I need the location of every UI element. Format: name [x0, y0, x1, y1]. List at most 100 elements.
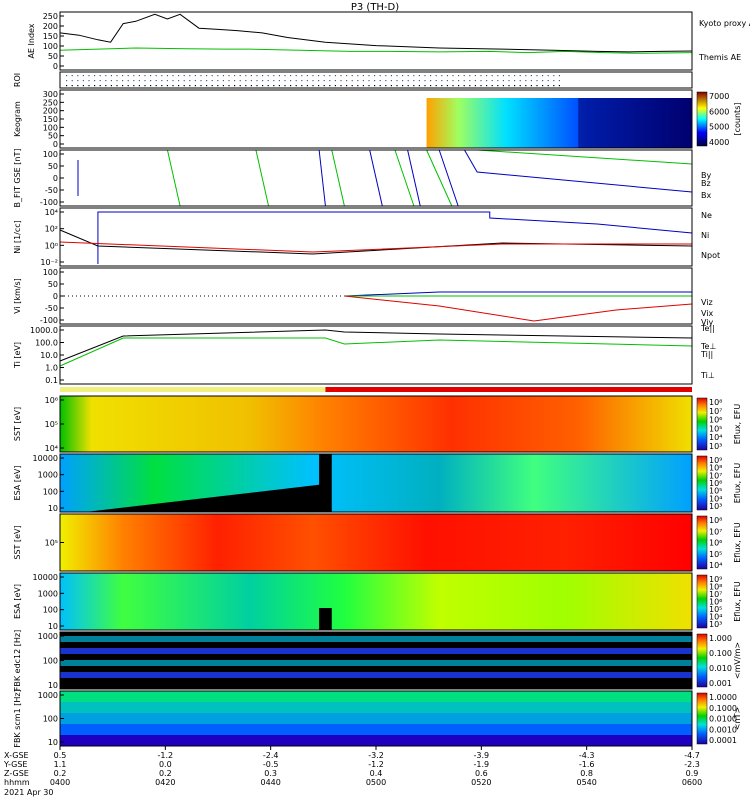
- y-tick-label: 250: [43, 12, 58, 21]
- ne-line: [59, 241, 692, 253]
- y-tick-label: 1000: [38, 471, 58, 480]
- roi-dot: [133, 80, 135, 82]
- roi-dot: [418, 85, 420, 87]
- roi-dot: [497, 80, 499, 82]
- footer-value: 0.2: [54, 769, 67, 778]
- roi-dot: [312, 85, 314, 87]
- roi-dot: [379, 80, 381, 82]
- footer-value: 0.8: [580, 769, 593, 778]
- y-tick-label: 10⁻²: [40, 258, 58, 267]
- roi-dot: [334, 75, 336, 77]
- footer-value: -2.3: [684, 760, 700, 769]
- roi-dot: [542, 85, 544, 87]
- footer-value: 0600: [682, 778, 702, 787]
- roi-dot: [150, 80, 152, 82]
- colorbar-tick-label: 0.0100: [709, 715, 737, 724]
- keogram-dark: [578, 98, 692, 148]
- roi-dot: [519, 85, 521, 87]
- roi-dot: [250, 85, 252, 87]
- colorbar-tick-label: 10⁵: [709, 487, 722, 496]
- y-tick-label: 0: [53, 62, 58, 71]
- roi-dot: [519, 75, 521, 77]
- roi-dot: [82, 85, 84, 87]
- roi-dot: [379, 75, 381, 77]
- roi-dot: [357, 80, 359, 82]
- roi-dot: [239, 75, 241, 77]
- roi-dot: [71, 80, 73, 82]
- y-tick-label: 0: [53, 292, 58, 301]
- roi-dot: [424, 75, 426, 77]
- colorbar-tick-label: 10⁷: [709, 471, 722, 480]
- roi-dot: [295, 75, 297, 77]
- y-axis-label: ESA [eV]: [13, 466, 22, 501]
- roi-dot: [318, 80, 320, 82]
- roi-dot: [441, 85, 443, 87]
- legend-bz: Bz: [701, 179, 711, 188]
- footer-value: -0.5: [263, 760, 279, 769]
- y-tick-label: 10000: [33, 454, 58, 463]
- roi-dot: [474, 75, 476, 77]
- panel-frame-esa_e: [59, 572, 693, 631]
- colorbar-tick-label: 10⁹: [709, 456, 722, 465]
- roi-dot: [206, 75, 208, 77]
- roi-dot: [88, 75, 90, 77]
- roi-dot: [301, 80, 303, 82]
- footer-value: 0.0: [159, 760, 172, 769]
- y-tick-label: -50: [45, 304, 58, 313]
- y-tick-label: 10.0: [40, 351, 58, 360]
- roi-dot: [536, 75, 538, 77]
- roi-dot: [329, 85, 331, 87]
- colorbar-tick-label: 10⁵: [709, 424, 722, 433]
- roi-dot: [217, 80, 219, 82]
- roi-dot: [323, 85, 325, 87]
- roi-dot: [362, 80, 364, 82]
- colorbar-tick-label: 10⁴: [709, 561, 722, 570]
- roi-dot: [234, 75, 236, 77]
- legend-npot: Npot: [701, 251, 720, 260]
- roi-dot: [553, 85, 555, 87]
- te-par-line: [59, 329, 693, 362]
- bfit-by-segment: [166, 149, 181, 207]
- y-tick-label: 100: [43, 715, 58, 724]
- roi-dot: [474, 85, 476, 87]
- roi-dot: [396, 80, 398, 82]
- y-tick-label: 100.0: [35, 339, 58, 348]
- roi-dot: [228, 75, 230, 77]
- roi-dot: [71, 75, 73, 77]
- colorbar-tick-label: 10⁶: [709, 598, 722, 607]
- y-axis-label: B_FIT GSE [nT]: [13, 149, 22, 208]
- roi-dot: [390, 85, 392, 87]
- y-tick-label: 0: [53, 140, 58, 149]
- colorbar-label: Eflux, EFU: [733, 522, 742, 563]
- colorbar-sst_i: [696, 397, 708, 451]
- roi-dot: [407, 75, 409, 77]
- roi-dot: [480, 80, 482, 82]
- roi-dot: [413, 80, 415, 82]
- roi-dot: [374, 85, 376, 87]
- footer-value: 0400: [50, 778, 70, 787]
- y-tick-label: 10: [48, 681, 58, 690]
- roi-dot: [486, 75, 488, 77]
- y-axis-label: SST [eV]: [13, 407, 22, 441]
- y-tick-label: 100: [43, 150, 58, 159]
- roi-dot: [105, 80, 107, 82]
- roi-dot: [189, 75, 191, 77]
- roi-dot: [273, 80, 275, 82]
- spectrogram-sst_e: [60, 514, 692, 571]
- y-tick-label: 100: [43, 487, 58, 496]
- roi-dot: [256, 75, 258, 77]
- colorbar-esa_i: [696, 455, 708, 511]
- colorbar-tick-label: 7000: [709, 92, 729, 101]
- footer-value: 0440: [260, 778, 280, 787]
- roi-dot: [306, 85, 308, 87]
- bfit-by-line: [477, 149, 693, 165]
- roi-dot: [306, 80, 308, 82]
- roi-dot: [206, 85, 208, 87]
- y-tick-label: 1000: [38, 691, 58, 700]
- colorbar-tick-label: 10⁸: [709, 398, 722, 407]
- roi-dot: [502, 85, 504, 87]
- roi-dot: [323, 80, 325, 82]
- roi-dot: [340, 85, 342, 87]
- y-tick-label: 100: [43, 123, 58, 132]
